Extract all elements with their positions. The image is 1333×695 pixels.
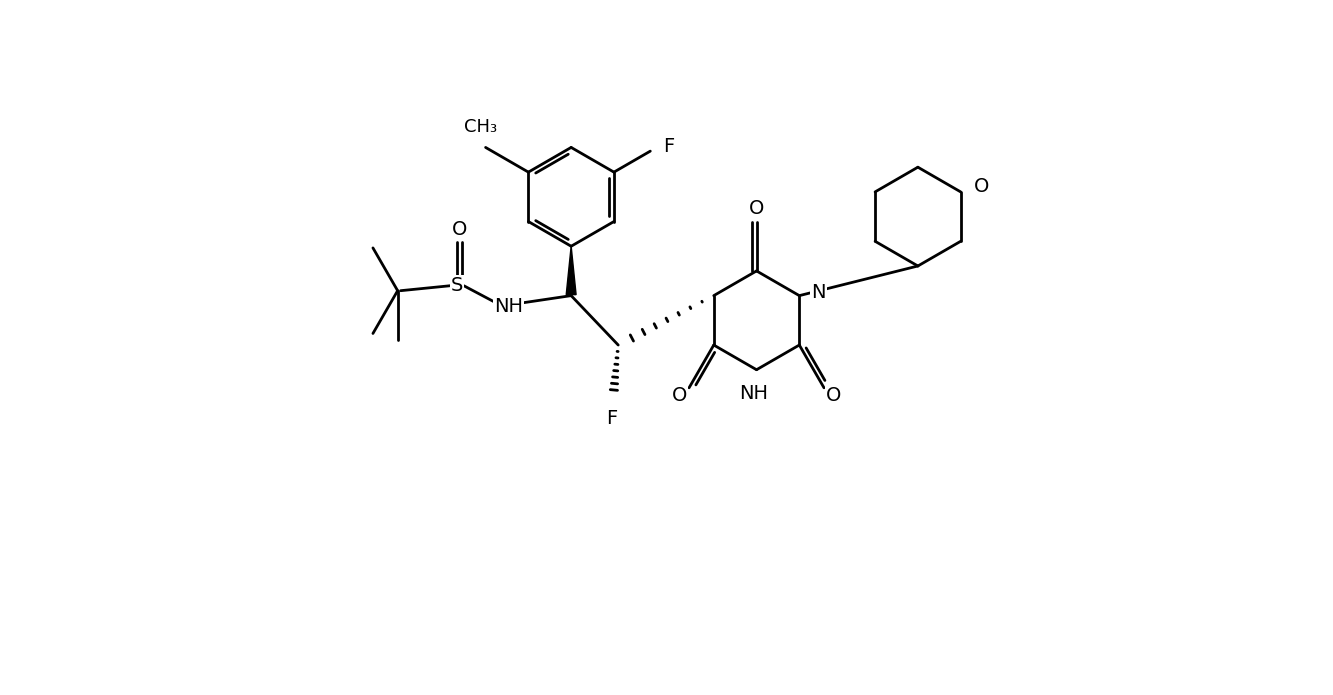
Text: F: F [663,137,674,156]
Polygon shape [567,246,576,295]
Text: O: O [826,386,841,405]
Text: N: N [812,283,825,302]
Text: NH: NH [738,384,768,402]
Text: O: O [973,177,989,197]
Text: CH₃: CH₃ [464,117,497,136]
Text: NH: NH [493,297,523,316]
Text: O: O [749,199,764,218]
Text: O: O [672,386,686,405]
Text: O: O [452,220,467,239]
Text: F: F [605,409,617,428]
Text: S: S [451,276,463,295]
